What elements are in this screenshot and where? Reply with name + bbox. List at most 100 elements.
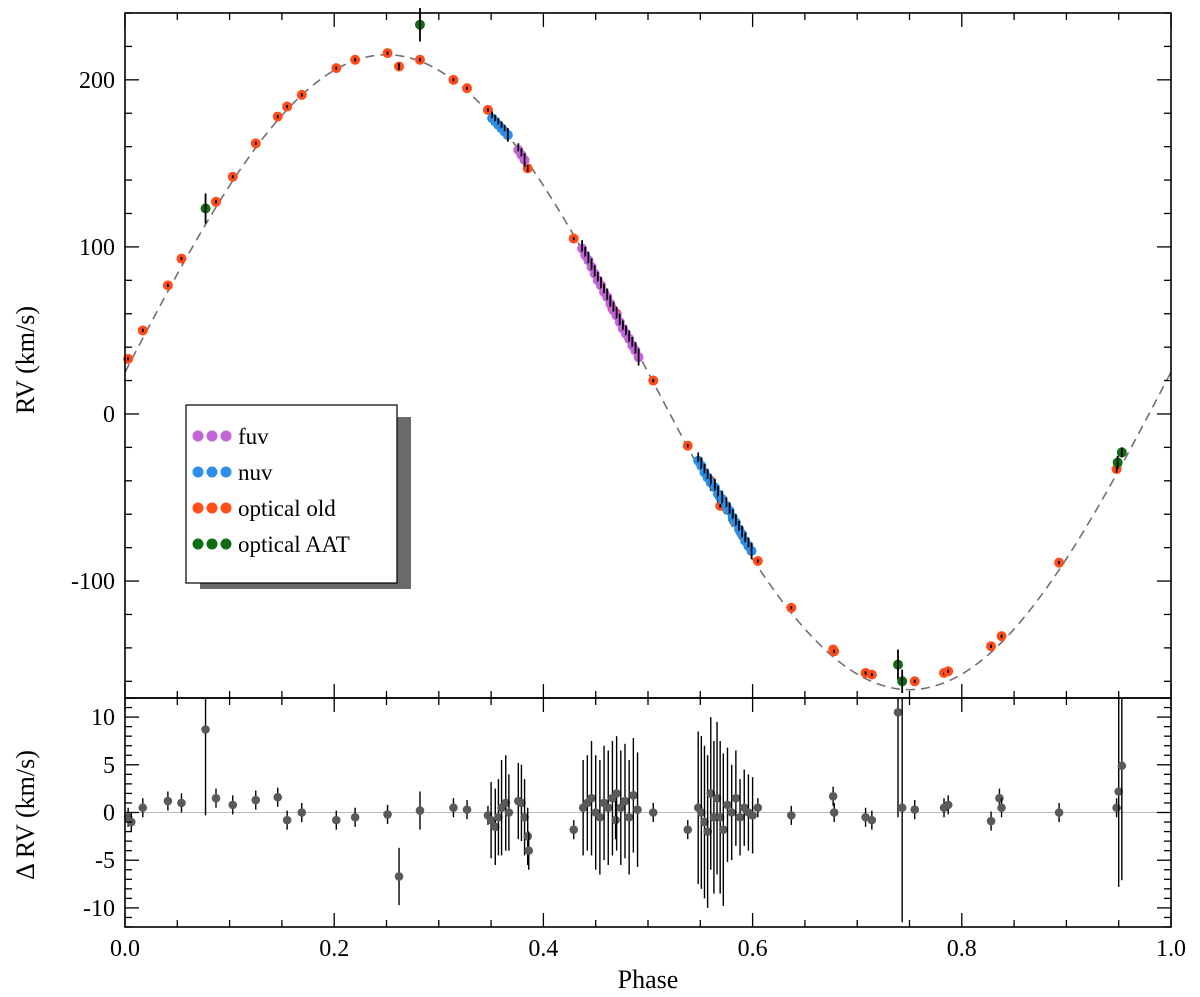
x-axis-title: Phase — [618, 965, 679, 994]
top-panel-ticks: -100 0 100 200 — [71, 12, 1172, 698]
residual-point — [616, 803, 626, 813]
residual-point — [986, 816, 996, 826]
legend-marker — [220, 538, 232, 550]
series-optical-old — [123, 48, 1122, 687]
residual-point — [709, 812, 719, 822]
residual-point — [620, 796, 630, 806]
y-tick-label: 200 — [79, 68, 115, 94]
x-tick-label: 0.2 — [319, 936, 349, 962]
legend-marker — [220, 430, 232, 442]
residual-point — [829, 808, 839, 817]
rv-data-points — [123, 7, 1127, 693]
rv-model-dashed-line — [124, 53, 1172, 691]
residual-point — [524, 846, 534, 855]
legend-marker — [192, 502, 204, 514]
residual-point — [569, 825, 579, 834]
residual-point — [486, 815, 496, 825]
residual-point — [893, 708, 903, 717]
residual-point — [331, 815, 341, 825]
residual-point — [787, 811, 796, 820]
residual-point — [462, 805, 472, 814]
residual-point — [633, 805, 642, 814]
residual-point — [415, 806, 425, 815]
residual-point — [603, 803, 613, 813]
residual-point — [612, 789, 621, 798]
residual-point — [587, 793, 596, 803]
residual-point — [706, 789, 716, 798]
residual-point — [731, 793, 741, 803]
residual-point — [683, 825, 693, 834]
bottom-ylabel: Δ RV (km/s) — [11, 750, 40, 880]
residual-point — [177, 798, 186, 808]
y-tick-label: 100 — [79, 235, 115, 261]
residual-point — [501, 798, 511, 808]
residual-point — [748, 811, 757, 820]
residual-point — [700, 817, 709, 827]
residual-point — [517, 798, 526, 808]
residual-point — [727, 808, 736, 817]
rv-model-curve — [124, 53, 1172, 691]
residual-point — [504, 808, 514, 817]
residual-point — [715, 812, 725, 822]
x-tick-label: 1.0 — [1156, 936, 1186, 962]
legend: fuv nuv optical old optical AAT — [185, 404, 411, 589]
y-tick-label: -100 — [71, 569, 115, 595]
residual-point — [703, 827, 712, 836]
residual-point — [520, 812, 529, 822]
legend-marker — [206, 538, 218, 550]
legend-label: nuv — [238, 460, 273, 485]
residual-point — [648, 808, 658, 817]
residual-point — [251, 795, 261, 805]
top-ylabel: RV (km/s) — [11, 306, 40, 414]
bottom-panel-ticks: 0.0 0.2 0.4 0.6 0.8 1.0 -10 -5 0 5 10 — [83, 697, 1186, 962]
residual-point — [201, 725, 210, 734]
residual-point — [828, 791, 838, 801]
residual-point — [735, 812, 745, 822]
x-tick-label: 0.4 — [528, 936, 558, 962]
residual-point — [449, 803, 458, 813]
y-tick-label: -5 — [95, 848, 115, 874]
y-tick-label: 5 — [103, 753, 115, 779]
residual-point — [1114, 787, 1123, 796]
legend-entry: nuv — [192, 460, 273, 485]
residual-point — [394, 872, 404, 881]
legend-marker — [220, 502, 232, 514]
legend-marker — [192, 466, 204, 478]
legend-marker — [220, 466, 232, 478]
residual-points — [123, 698, 1127, 923]
residual-point — [712, 793, 722, 803]
legend-marker — [206, 502, 218, 514]
legend-marker — [206, 430, 218, 442]
residual-point — [943, 800, 953, 810]
series-nuv — [487, 111, 757, 560]
residual-point — [1054, 808, 1064, 817]
residual-point — [1117, 761, 1127, 771]
residual-point — [611, 815, 620, 825]
residual-point — [163, 796, 173, 806]
residual-point — [753, 803, 763, 813]
legend-marker — [206, 466, 218, 478]
residual-point — [997, 803, 1006, 813]
y-tick-label: 10 — [91, 705, 115, 731]
residual-point — [138, 803, 148, 813]
x-tick-label: 0.8 — [947, 936, 977, 962]
residual-point — [383, 810, 392, 819]
legend-marker — [192, 430, 204, 442]
residual-point — [995, 793, 1004, 803]
residual-point — [350, 812, 360, 822]
x-tick-label: 0.0 — [110, 936, 140, 962]
residual-point — [297, 808, 307, 817]
y-tick-label: 0 — [103, 402, 115, 428]
legend-entry: optical AAT — [192, 532, 350, 557]
residual-point — [719, 825, 728, 834]
residual-point — [629, 791, 638, 800]
y-tick-label: 0 — [103, 801, 115, 827]
residual-point — [723, 800, 732, 810]
legend-label: fuv — [238, 424, 269, 449]
residual-point — [624, 812, 634, 822]
legend-entry: optical old — [192, 496, 336, 521]
residual-point — [523, 832, 533, 841]
residual-point — [273, 792, 283, 802]
